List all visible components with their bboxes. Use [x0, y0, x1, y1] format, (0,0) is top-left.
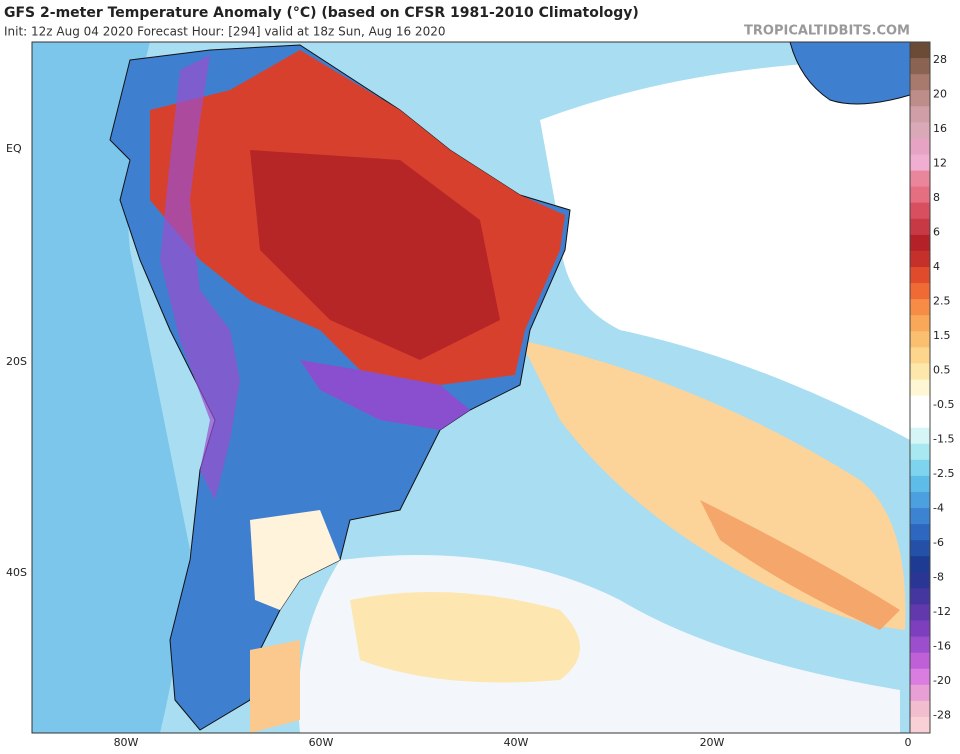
- colorbar-frame: [909, 41, 931, 734]
- colorbar-swatch: [910, 443, 930, 461]
- colorbar-swatch: [910, 363, 930, 380]
- colorbar-swatch: [910, 604, 930, 622]
- colorbar-swatch: [910, 331, 930, 348]
- colorbar-swatch: [910, 122, 930, 139]
- colorbar-label: -12: [933, 605, 951, 618]
- colorbar-label: -4: [933, 502, 944, 515]
- colorbar-swatch: [910, 315, 930, 332]
- colorbar-swatch: [910, 202, 930, 220]
- colorbar-label: -6: [933, 536, 944, 549]
- colorbar-swatch: [910, 218, 930, 236]
- neutral-area: [540, 60, 910, 440]
- colorbar-label: -28: [933, 709, 951, 722]
- colorbar-swatch: [910, 524, 930, 541]
- watermark: TROPICALTIDBITS.COM: [744, 24, 910, 39]
- colorbar-swatch: [910, 716, 930, 734]
- cold-anomaly: [160, 55, 240, 500]
- colorbar-label: -0.5: [933, 398, 954, 411]
- colorbar-swatch: [910, 636, 930, 654]
- colorbar-label: 28: [933, 53, 947, 66]
- colorbar-swatch: [910, 379, 930, 397]
- colorbar-swatch: [910, 588, 930, 605]
- colorbar-swatch: [910, 186, 930, 204]
- colorbar-swatch: [910, 411, 930, 429]
- colorbar-label: -16: [933, 640, 951, 653]
- colorbar-swatch: [910, 42, 930, 59]
- map: [31, 41, 911, 734]
- colorbar-swatch: [910, 347, 930, 364]
- lat-label: 20S: [6, 355, 27, 368]
- colorbar-label: -8: [933, 571, 944, 584]
- colorbar-swatch: [910, 266, 930, 284]
- colorbar-label: 0.5: [933, 364, 951, 377]
- colorbar-swatch: [910, 572, 930, 589]
- colorbar-label: 4: [933, 260, 940, 273]
- colorbar-swatch: [910, 684, 930, 702]
- colorbar-swatch: [910, 556, 930, 573]
- cold-anomaly: [300, 360, 470, 430]
- colorbar-label: 2.5: [933, 295, 951, 308]
- lat-label: 40S: [6, 566, 27, 579]
- colorbar-swatch: [910, 475, 930, 493]
- colorbar-swatch: [910, 491, 930, 509]
- lon-label: 20W: [700, 736, 725, 749]
- colorbar-label: 12: [933, 157, 947, 170]
- colorbar-swatch: [910, 620, 930, 638]
- colorbar-swatch: [910, 668, 930, 686]
- colorbar-label: -2.5: [933, 467, 954, 480]
- cool-anomaly: [32, 42, 190, 733]
- colorbar-label: -1.5: [933, 433, 954, 446]
- colorbar-label: 1.5: [933, 329, 951, 342]
- warm-anomaly: [700, 500, 900, 630]
- title: GFS 2-meter Temperature Anomaly (°C) (ba…: [4, 5, 639, 21]
- colorbar-swatch: [910, 90, 930, 107]
- colorbar-swatch: [910, 106, 930, 123]
- lon-label: 0: [905, 736, 912, 749]
- colorbar-swatch: [910, 58, 930, 75]
- lon-label: 40W: [504, 736, 529, 749]
- colorbar-swatch: [910, 234, 930, 252]
- warm-anomaly: [250, 640, 300, 733]
- continent: [789, 41, 911, 105]
- colorbar-swatch: [910, 154, 930, 172]
- lat-label: EQ: [6, 142, 22, 155]
- colorbar-swatch: [910, 283, 930, 300]
- colorbar-swatch: [910, 299, 930, 316]
- colorbar-label: -20: [933, 674, 951, 687]
- colorbar-swatch: [910, 652, 930, 670]
- colorbar-swatch: [910, 395, 930, 413]
- colorbar-label: 16: [933, 122, 947, 135]
- lon-label: 60W: [309, 736, 334, 749]
- subtitle: Init: 12z Aug 04 2020 Forecast Hour: [29…: [4, 25, 445, 39]
- colorbar-swatch: [910, 459, 930, 477]
- colorbar-label: 20: [933, 88, 947, 101]
- colorbar-swatch: [910, 700, 930, 718]
- colorbar-swatch: [910, 508, 930, 525]
- warm-anomaly: [350, 592, 580, 683]
- colorbar-swatch: [910, 250, 930, 268]
- colorbar-label: 8: [933, 191, 940, 204]
- warm-anomaly: [250, 150, 500, 360]
- colorbar-swatch: [910, 138, 930, 155]
- colorbar-swatch: [910, 540, 930, 557]
- colorbar-swatch: [910, 427, 930, 445]
- colorbar-label: 6: [933, 226, 940, 239]
- neutral-area: [250, 510, 340, 610]
- lon-label: 80W: [114, 736, 139, 749]
- colorbar-swatch: [910, 170, 930, 188]
- colorbar-swatch: [910, 74, 930, 91]
